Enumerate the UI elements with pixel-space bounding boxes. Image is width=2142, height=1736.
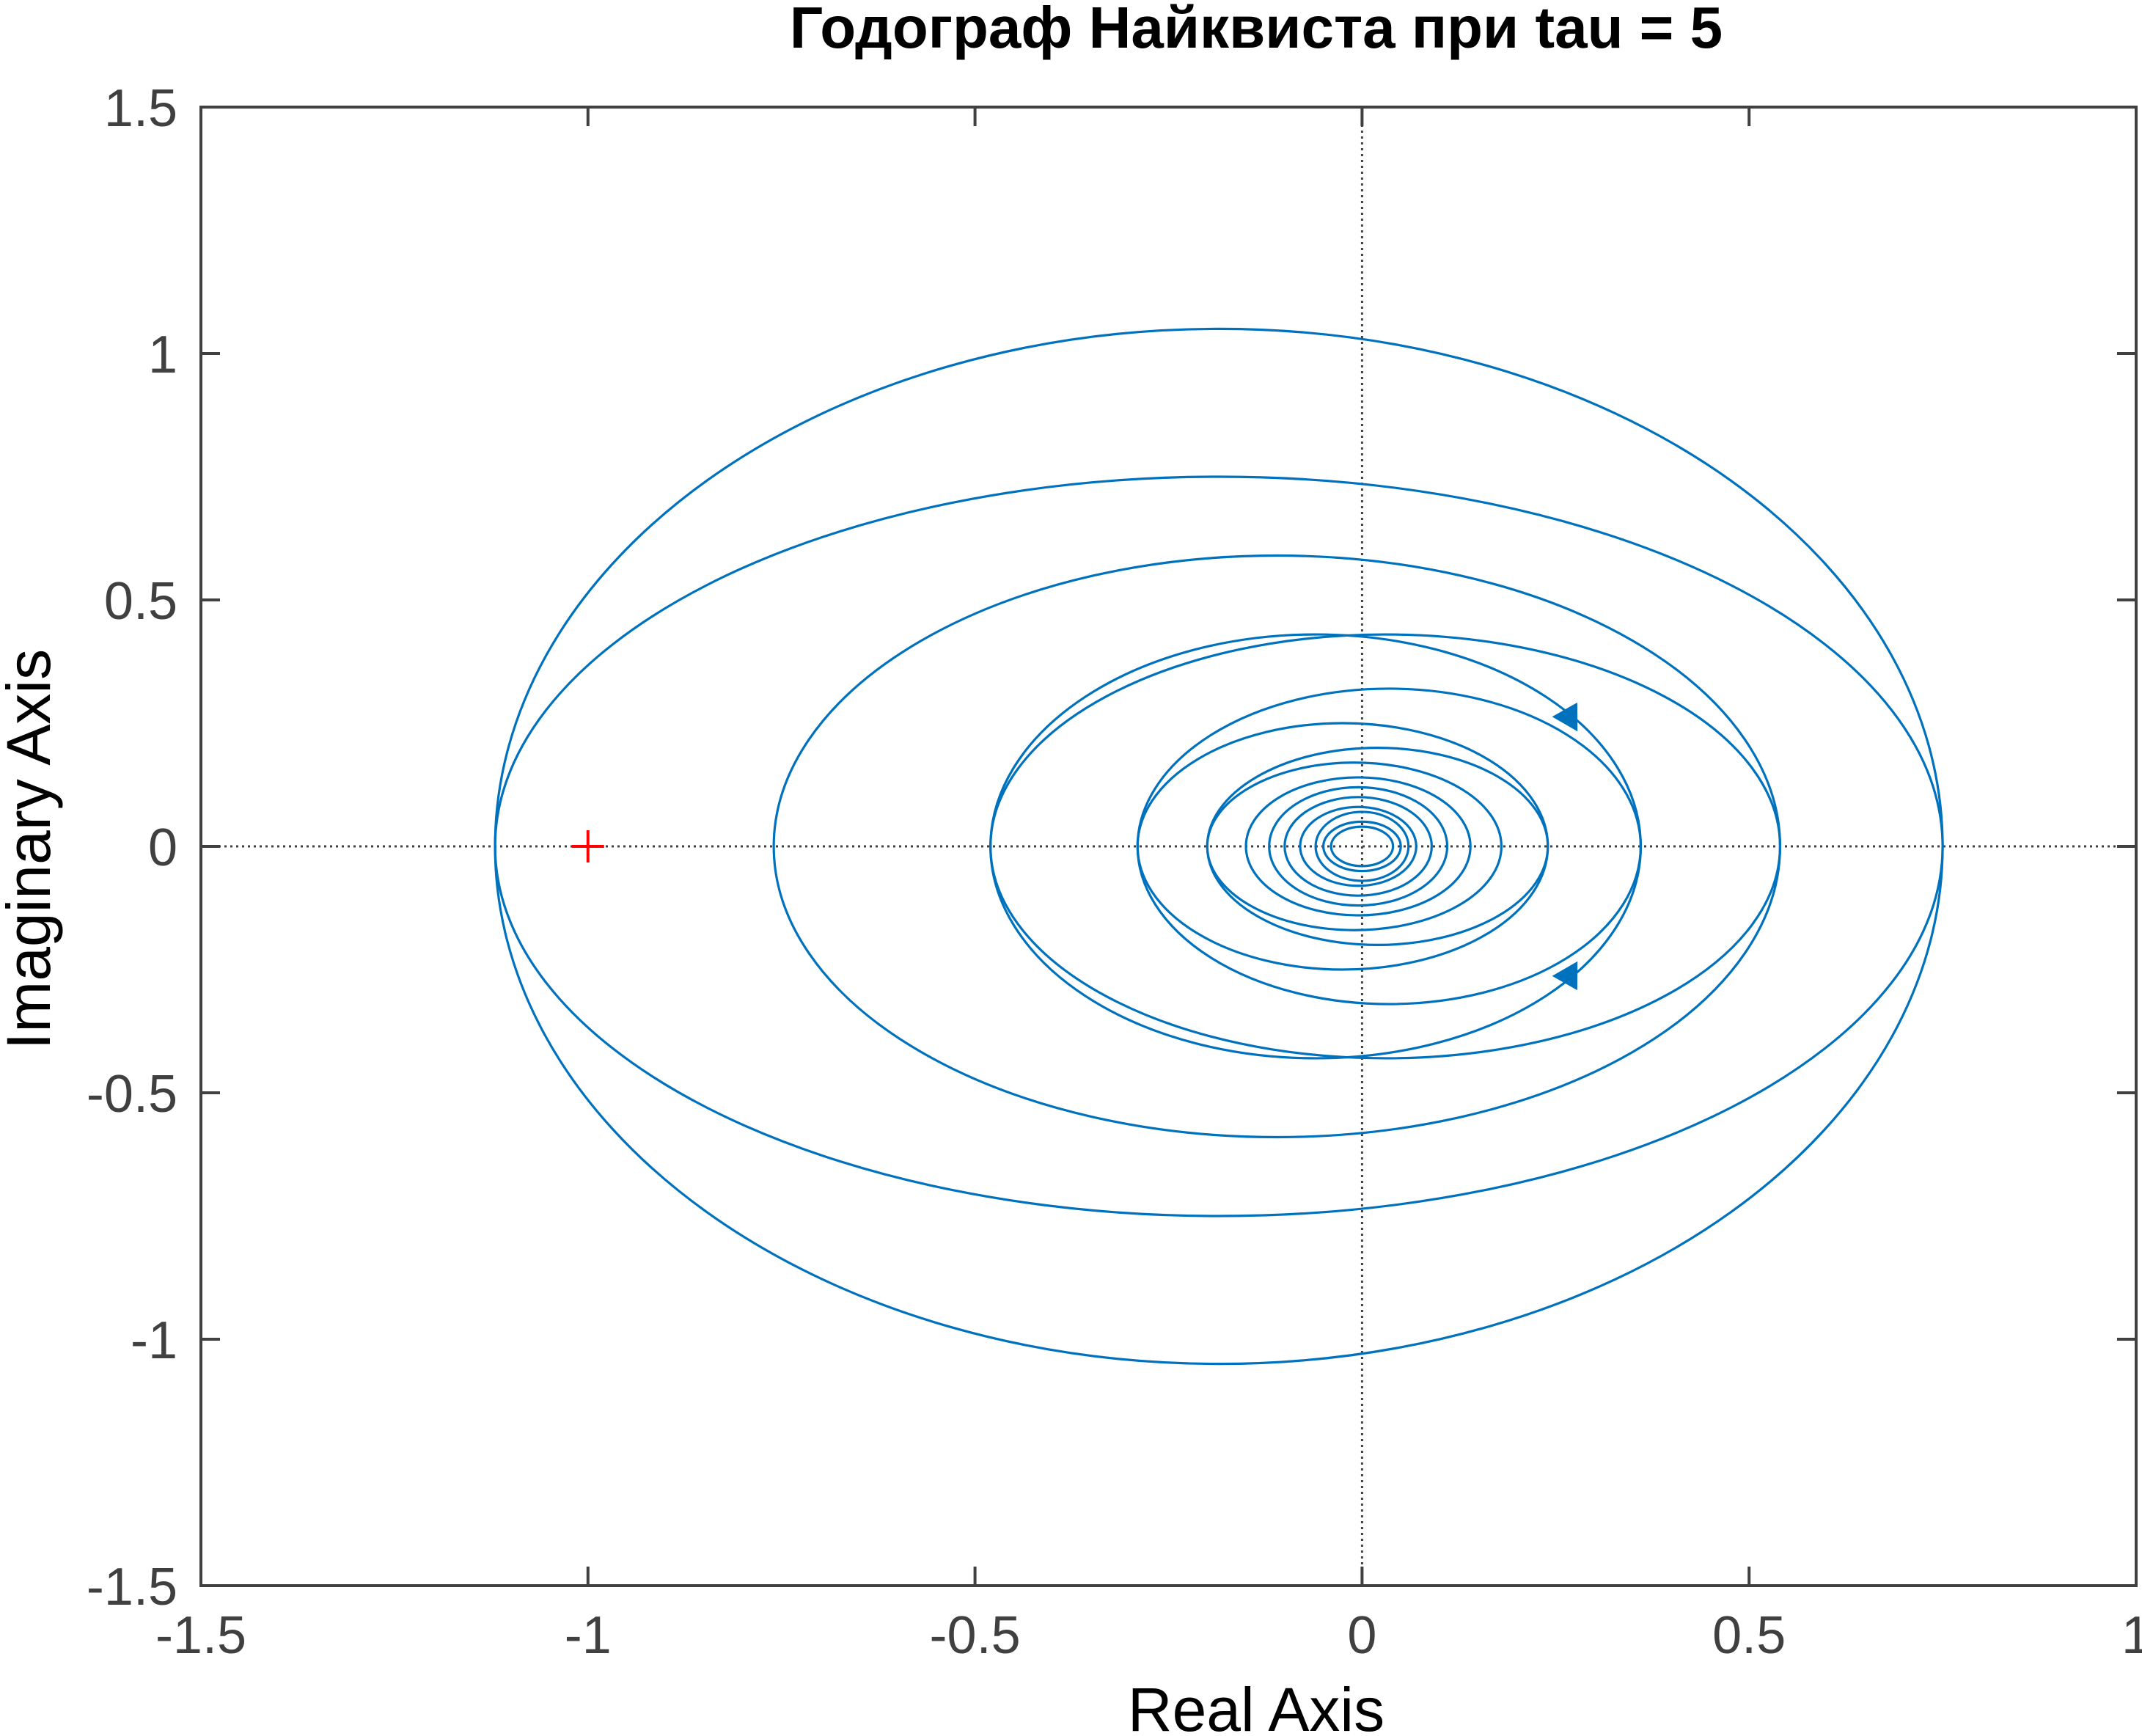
direction-arrow [1552, 961, 1578, 991]
direction-arrow [1552, 702, 1578, 732]
y-tick-label: -1.5 [87, 1558, 177, 1616]
x-tick-label: -0.5 [930, 1606, 1021, 1665]
nyquist-loop [1314, 810, 1410, 882]
y-tick-label: 0.5 [104, 572, 177, 631]
nyquist-curve [494, 327, 1944, 1366]
critical-point-markers [571, 830, 604, 862]
y-tick-label: 0 [148, 818, 177, 877]
y-axis-label: Imaginary Axis [0, 649, 63, 1050]
y-tick-label: 1.5 [104, 79, 177, 138]
y-tick-label: 1 [148, 326, 177, 384]
x-tick-label: -1.5 [155, 1606, 246, 1665]
chart-title: Годограф Найквиста при tau = 5 [790, 0, 1723, 60]
x-tick-label: 0.5 [1712, 1606, 1786, 1665]
x-axis-ticks: -1.5 -1 -0.5 0 0.5 1 [155, 107, 2142, 1665]
x-tick-label: -1 [565, 1606, 612, 1665]
nyquist-loop [1268, 785, 1449, 907]
critical-point-marker [571, 830, 604, 862]
nyquist-loop [494, 475, 1944, 1217]
nyquist-loop [1322, 820, 1402, 873]
direction-arrows [1552, 702, 1578, 991]
nyquist-loop [1206, 761, 1503, 931]
x-axis-label: Real Axis [1128, 1675, 1384, 1736]
zero-lines [201, 107, 2136, 1586]
y-tick-label: -1 [131, 1311, 177, 1370]
y-tick-label: -0.5 [87, 1065, 177, 1124]
x-tick-label: 1 [2121, 1606, 2142, 1665]
y-axis-ticks: -1.5 -1 -0.5 0 0.5 1 1.5 [87, 79, 2136, 1616]
nyquist-loop [1244, 776, 1472, 917]
nyquist-loop [1329, 825, 1395, 868]
nyquist-loop [1299, 805, 1417, 887]
nyquist-loop [1283, 796, 1434, 897]
x-tick-label: 0 [1347, 1606, 1376, 1665]
